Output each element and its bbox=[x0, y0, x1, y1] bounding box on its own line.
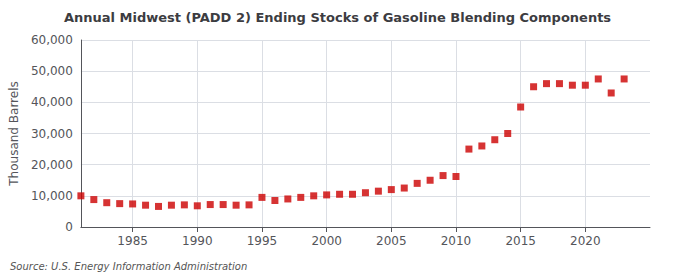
svg-text:Annual Midwest (PADD 2) Ending: Annual Midwest (PADD 2) Ending Stocks of… bbox=[64, 10, 611, 25]
svg-text:2015: 2015 bbox=[505, 234, 536, 248]
svg-text:60,000: 60,000 bbox=[31, 33, 73, 47]
svg-text:0: 0 bbox=[65, 220, 73, 234]
svg-text:1990: 1990 bbox=[182, 234, 213, 248]
svg-text:1985: 1985 bbox=[117, 234, 148, 248]
svg-text:40,000: 40,000 bbox=[31, 95, 73, 109]
svg-text:2010: 2010 bbox=[441, 234, 472, 248]
svg-text:30,000: 30,000 bbox=[31, 127, 73, 141]
svg-text:2000: 2000 bbox=[311, 234, 342, 248]
svg-text:Source: U.S. Energy Informatio: Source: U.S. Energy Information Administ… bbox=[10, 261, 247, 272]
svg-text:50,000: 50,000 bbox=[31, 64, 73, 78]
svg-text:2020: 2020 bbox=[570, 234, 601, 248]
svg-text:Thousand Barrels: Thousand Barrels bbox=[7, 81, 21, 186]
svg-text:10,000: 10,000 bbox=[31, 189, 73, 203]
svg-text:20,000: 20,000 bbox=[31, 158, 73, 172]
svg-text:1995: 1995 bbox=[247, 234, 278, 248]
svg-text:2005: 2005 bbox=[376, 234, 407, 248]
